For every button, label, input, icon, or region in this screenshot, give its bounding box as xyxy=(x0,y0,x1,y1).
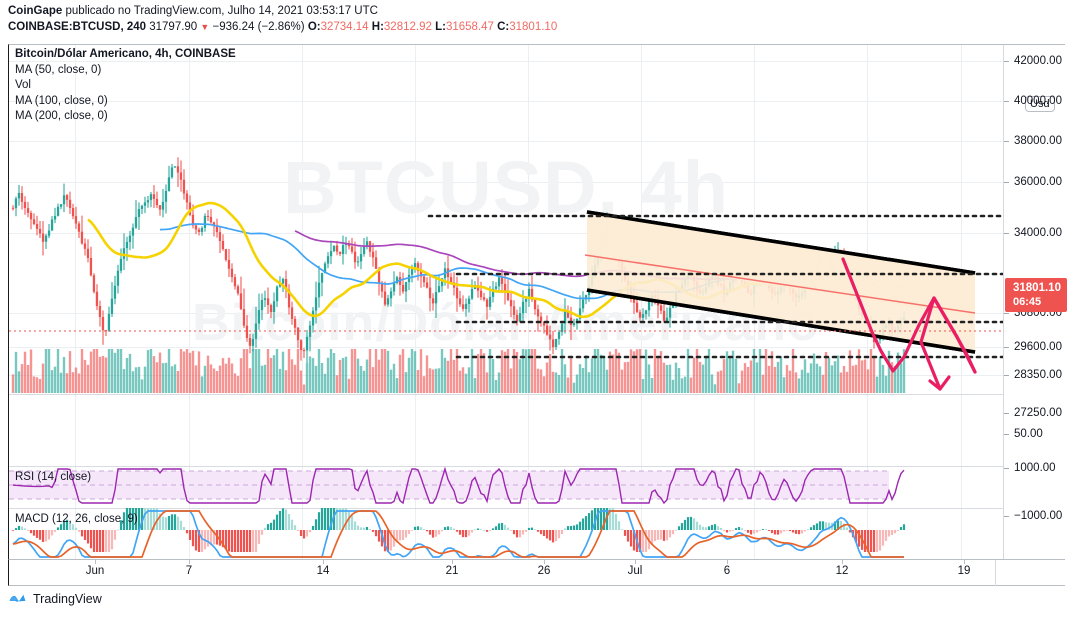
current-price-value: 31801.10 xyxy=(1013,282,1061,294)
support-resistance-lines xyxy=(9,214,1003,359)
legend-ma50: MA (50, close, 0) xyxy=(15,63,102,76)
volume-series xyxy=(11,349,906,393)
close-label: C: xyxy=(497,21,510,33)
date-tick-label: 12 xyxy=(835,565,849,577)
macd-legend: MACD (12, 26, close, 9) xyxy=(15,512,138,528)
macd-line xyxy=(12,510,904,558)
price-axis[interactable]: 42000.00 Usd 40000.00 38000.00 36000.00 … xyxy=(1003,45,1067,559)
legend-ma100: MA (100, close, 0) xyxy=(15,94,108,107)
last-price: 31797.90 xyxy=(149,21,198,33)
legend-ma200: MA (200, close, 0) xyxy=(15,110,108,122)
grid-line-vertical xyxy=(189,45,190,559)
down-arrow-icon: ▼ xyxy=(200,22,210,32)
pane-separator-volume xyxy=(9,394,1003,395)
chart-plot-area[interactable]: BTCUSD, 4h Bitcoin/Dólar Americano xyxy=(9,45,1003,559)
change-value: −936.24 (−2.86%) xyxy=(212,21,305,33)
price-tick-label: 42000.00 xyxy=(1014,55,1062,67)
high-value: 32812.92 xyxy=(383,21,432,33)
date-tick-label: 26 xyxy=(537,565,551,577)
grid-line-horizontal xyxy=(9,141,1003,142)
grid-line-horizontal xyxy=(9,347,1003,348)
macd-tick-label: −1000.00 xyxy=(1014,510,1063,522)
pane-separator-rsi xyxy=(9,466,1003,467)
grid-line-horizontal xyxy=(9,313,1003,314)
legend-rsi: RSI (14, close) xyxy=(15,471,92,483)
chart-frame[interactable]: BTCUSD, 4h Bitcoin/Dólar Americano xyxy=(8,44,1067,560)
channel-body-fill xyxy=(587,212,975,352)
footer-brand: TradingView xyxy=(33,591,102,606)
rsi-legend: RSI (14, close) xyxy=(15,470,91,486)
grid-line-horizontal xyxy=(9,182,1003,183)
grid-line-vertical xyxy=(641,45,642,559)
tradingview-logo-icon xyxy=(9,592,26,602)
grid-line-vertical xyxy=(75,45,76,559)
low-value: 31658.47 xyxy=(445,21,494,33)
price-tick-label: 28350.00 xyxy=(1014,369,1062,381)
rsi-band xyxy=(9,470,889,500)
grid-line-horizontal xyxy=(9,61,1003,62)
channel-midline xyxy=(584,254,976,314)
symbol-label: COINBASE:BTCUSD, xyxy=(8,21,124,33)
open-value: 32734.14 xyxy=(320,21,369,33)
price-tick-label: 36000.00 xyxy=(1014,176,1062,188)
price-tick-label: 27250.00 xyxy=(1014,407,1062,419)
price-chart-svg xyxy=(9,157,1003,558)
open-label: O: xyxy=(307,21,321,33)
date-tick-label: 7 xyxy=(185,565,193,577)
legend-vol: Vol xyxy=(15,79,31,91)
date-tick-label: Jul xyxy=(627,565,643,577)
date-tick-label: Jun xyxy=(85,565,105,577)
price-tick-label: 40000.00 xyxy=(1014,95,1062,107)
date-axis[interactable]: Jun 7 14 21 26 Jul 6 12 19 xyxy=(8,560,1065,586)
descending-channel xyxy=(584,210,976,354)
grid-line-horizontal xyxy=(9,101,1003,102)
price-tick-label: 34000.00 xyxy=(1014,227,1062,239)
quote-line: COINBASE:BTCUSD, 240 31797.90 ▼ −936.24 … xyxy=(8,20,557,34)
high-label: H: xyxy=(371,21,384,33)
date-tick-label: 19 xyxy=(957,565,971,577)
publisher-line: CoinGape publicado no TradingView.com, J… xyxy=(8,4,557,18)
rsi-line xyxy=(12,466,905,505)
price-tick-label: 38000.00 xyxy=(1014,135,1062,147)
chart-legend: Bitcoin/Dólar Americano, 4h, COINBASE MA… xyxy=(15,47,236,125)
grid-line-horizontal xyxy=(9,233,1003,234)
macd-histogram xyxy=(11,508,906,552)
publisher-meta: publicado no TradingView.com, Julho 14, … xyxy=(62,5,378,17)
close-value: 31801.10 xyxy=(509,21,558,33)
chart-header: CoinGape publicado no TradingView.com, J… xyxy=(8,4,557,34)
projection-arrow xyxy=(841,257,977,391)
grid-line-vertical xyxy=(302,45,303,559)
date-tick-label: 6 xyxy=(723,565,731,577)
macd-tick-label: 1000.00 xyxy=(1014,462,1056,474)
price-tick-label: 29600.00 xyxy=(1014,341,1062,353)
legend-title: Bitcoin/Dólar Americano, 4h, COINBASE xyxy=(15,48,236,60)
low-label: L: xyxy=(435,21,446,33)
date-tick-label: 21 xyxy=(445,565,459,577)
currency-badge: Usd xyxy=(1025,96,1055,112)
pane-separator-macd xyxy=(9,508,1003,509)
current-price-label: 31801.10 06:45 xyxy=(1005,278,1067,312)
date-tick-label: 14 xyxy=(316,565,330,577)
legend-macd: MACD (12, 26, close, 9) xyxy=(15,513,138,525)
interval-label: 240 xyxy=(126,21,147,33)
rsi-tick-label: 50.00 xyxy=(1014,428,1043,440)
publisher-name: CoinGape xyxy=(8,5,63,17)
macd-signal-line xyxy=(12,510,904,558)
current-time-value: 06:45 xyxy=(1013,296,1042,308)
footer: TradingView xyxy=(8,589,102,608)
grid-line-vertical xyxy=(415,45,416,559)
